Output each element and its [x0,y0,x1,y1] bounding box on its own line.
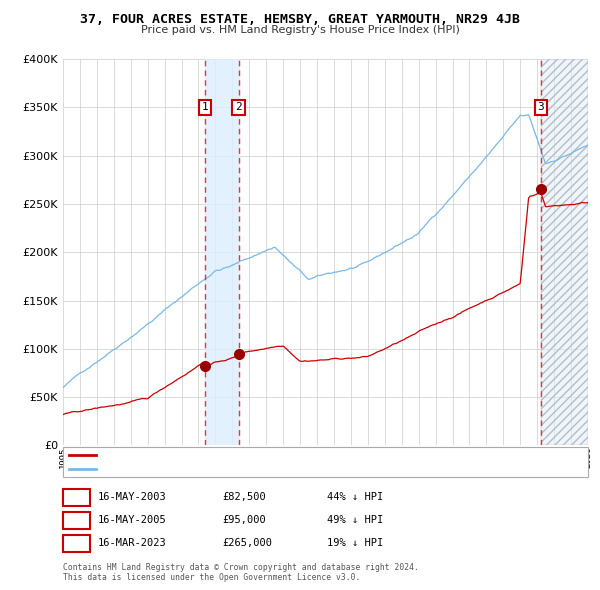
Text: 3: 3 [538,102,544,112]
Text: 44% ↓ HPI: 44% ↓ HPI [327,493,383,502]
Bar [541,59,588,445]
Text: 1: 1 [73,493,80,502]
Text: 2: 2 [73,516,80,525]
Text: £82,500: £82,500 [222,493,266,502]
Text: 16-MAY-2003: 16-MAY-2003 [98,493,167,502]
Text: 16-MAR-2023: 16-MAR-2023 [98,539,167,548]
Bar [541,59,588,445]
Text: This data is licensed under the Open Government Licence v3.0.: This data is licensed under the Open Gov… [63,572,361,582]
Text: 3: 3 [73,539,80,548]
Text: 49% ↓ HPI: 49% ↓ HPI [327,516,383,525]
Text: 19% ↓ HPI: 19% ↓ HPI [327,539,383,548]
Text: £95,000: £95,000 [222,516,266,525]
Text: 1: 1 [202,102,208,112]
Text: 16-MAY-2005: 16-MAY-2005 [98,516,167,525]
Text: 2: 2 [235,102,242,112]
Text: HPI: Average price, detached house, Great Yarmouth: HPI: Average price, detached house, Grea… [100,465,350,474]
Text: Price paid vs. HM Land Registry's House Price Index (HPI): Price paid vs. HM Land Registry's House … [140,25,460,35]
Text: £265,000: £265,000 [222,539,272,548]
Text: 37, FOUR ACRES ESTATE, HEMSBY, GREAT YARMOUTH, NR29 4JB (detached house): 37, FOUR ACRES ESTATE, HEMSBY, GREAT YAR… [100,451,460,460]
Text: Contains HM Land Registry data © Crown copyright and database right 2024.: Contains HM Land Registry data © Crown c… [63,563,419,572]
Bar [205,59,239,445]
Text: 37, FOUR ACRES ESTATE, HEMSBY, GREAT YARMOUTH, NR29 4JB: 37, FOUR ACRES ESTATE, HEMSBY, GREAT YAR… [80,13,520,26]
